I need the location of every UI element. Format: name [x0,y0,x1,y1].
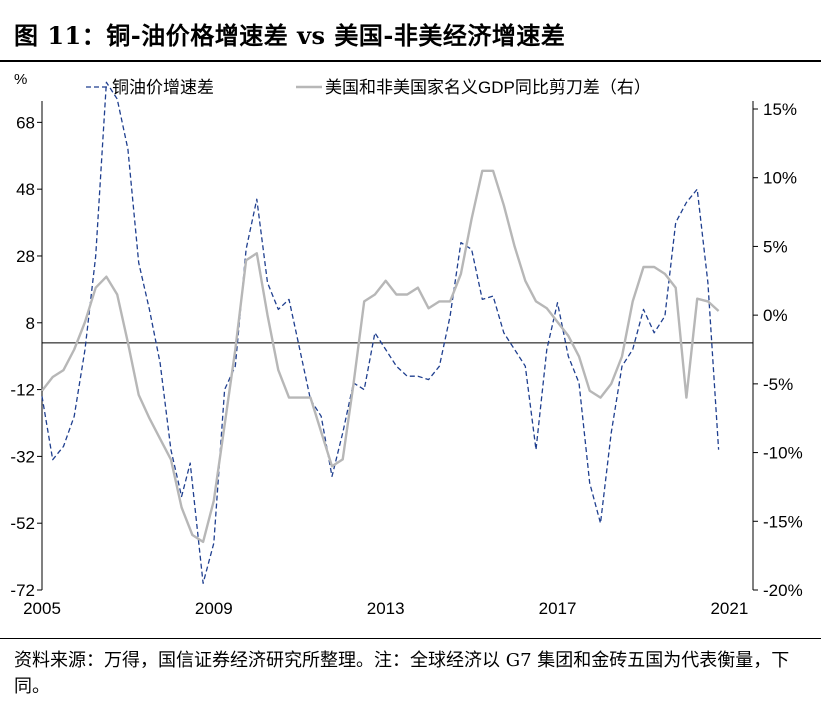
left-axis-unit: % [14,71,27,88]
source-note: 资料来源：万得，国信证券经济研究所整理。注：全球经济以 G7 集团和金砖五国为代… [14,650,790,697]
series-line-copper-oil [41,81,720,584]
chart-axes: % 68 48 28 8 -12 -32 -52 -72 15% 10% 5% 0% -5% -10% -15… [10,71,802,618]
right-tick-label: 15% [763,100,797,119]
series-line-gdp-gap [41,169,720,544]
right-tick-label: 10% [763,169,797,188]
left-tick-label: 68 [16,113,35,132]
x-tick-label: 2013 [367,599,405,618]
left-tick-label: -12 [10,381,35,400]
left-tick-label: 48 [16,180,35,199]
right-tick-label: -20% [763,581,803,600]
right-tick-label: -15% [763,512,803,531]
left-tick-label: 8 [26,314,35,333]
x-tick-label: 2009 [195,599,233,618]
left-tick-label: -52 [10,514,35,533]
x-tick-label: 2021 [710,599,748,618]
left-tick-label: 28 [16,247,35,266]
x-tick-label: 2017 [539,599,577,618]
right-tick-label: -5% [763,375,793,394]
chart-legend: 铜油价增速差 美国和非美国家名义GDP同比剪刀差（右） [86,78,651,97]
right-tick-label: 5% [763,237,788,256]
legend-label: 铜油价增速差 [112,78,214,97]
series-layer [41,81,720,584]
left-tick-label: -32 [10,447,35,466]
source-divider [0,638,821,639]
dual-axis-line-chart: 铜油价增速差 美国和非美国家名义GDP同比剪刀差（右） % 68 48 28 8 -12 -3… [10,71,802,618]
figure-title: 图 11：铜-油价格增速差 vs 美国-非美经济增速差 [14,21,566,50]
right-tick-label: -10% [763,444,803,463]
legend-label: 美国和非美国家名义GDP同比剪刀差（右） [325,78,651,97]
x-tick-label: 2005 [23,599,61,618]
title-divider [0,60,821,62]
left-tick-label: -72 [10,581,35,600]
right-tick-label: 0% [763,306,788,325]
